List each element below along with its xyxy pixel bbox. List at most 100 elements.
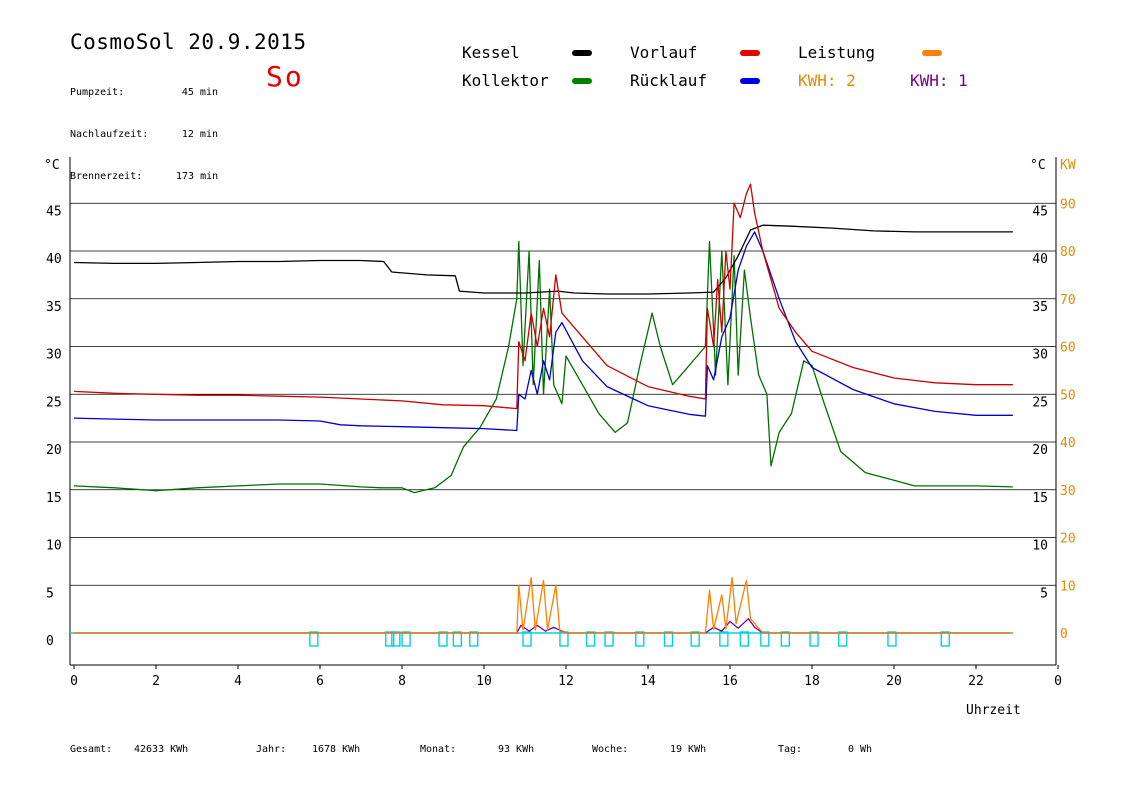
stats-block: Pumpzeit: 45 min Nachlaufzeit: 12 min Bren… xyxy=(70,58,218,198)
series-lines xyxy=(73,183,1013,634)
pump-marker xyxy=(635,631,645,647)
y-tick-left: 0 xyxy=(46,634,54,649)
x-tick-label: 8 xyxy=(398,674,406,689)
y-tick-left: 45 xyxy=(46,204,62,219)
x-tick-label: 4 xyxy=(234,674,242,689)
pump-marker xyxy=(452,631,463,647)
y-tick-kw: 70 xyxy=(1060,293,1076,308)
x-tick-label: 18 xyxy=(804,674,820,689)
pump-marker xyxy=(604,631,614,647)
stat-pumpzeit: Pumpzeit: 45 min xyxy=(70,87,218,98)
series-line-kollektor xyxy=(73,240,1013,494)
footer-tag-value: 0 Wh xyxy=(848,744,873,755)
y-tick-right: 5 xyxy=(1040,586,1048,601)
pump-marker xyxy=(887,631,897,647)
footer-monat-label: Monat: xyxy=(420,744,457,755)
series-line-kessel xyxy=(73,224,1013,295)
y-unit-left: °C xyxy=(44,158,60,173)
pump-marker xyxy=(385,631,395,647)
y-tick-kw: 0 xyxy=(1060,627,1068,642)
footer-jahr-label: Jahr: xyxy=(256,744,287,755)
pump-marker xyxy=(469,631,479,647)
y-tick-right: 20 xyxy=(1032,443,1048,458)
footer-gesamt-value: 42633 KWh xyxy=(134,744,189,755)
y-tick-left: 25 xyxy=(46,395,62,410)
y-tick-kw: 60 xyxy=(1060,341,1076,356)
pump-marker xyxy=(719,631,729,647)
legend-vorlauf-label: Vorlauf xyxy=(630,43,698,62)
weekday-label: So xyxy=(266,60,304,93)
legend-kessel-swatch xyxy=(572,50,592,56)
y-tick-left: 35 xyxy=(46,300,62,315)
x-axis-label: Uhrzeit xyxy=(966,703,1021,718)
x-tick-label: 0 xyxy=(1054,674,1062,689)
pump-marker xyxy=(309,631,319,647)
x-tick-label: 10 xyxy=(476,674,492,689)
chart-title: CosmoSol 20.9.2015 xyxy=(70,30,307,54)
pump-marker xyxy=(809,631,819,647)
x-tick-label: 14 xyxy=(640,674,656,689)
legend-leistung-label: Leistung xyxy=(798,43,876,62)
pump-marker xyxy=(438,631,448,647)
legend-kollektor-label: Kollektor xyxy=(462,71,549,90)
pump-marker xyxy=(663,631,674,647)
y-tick-left: 30 xyxy=(46,348,62,363)
pump-marker xyxy=(838,631,848,647)
pump-marker xyxy=(940,631,950,647)
axes: °C °C KW Uhrzeit xyxy=(44,158,1076,718)
footer-tag-label: Tag: xyxy=(778,744,803,755)
y-tick-left: 40 xyxy=(46,252,62,267)
y-tick-left: 20 xyxy=(46,443,62,458)
legend-leistung-swatch xyxy=(922,50,942,56)
y-tick-right: 25 xyxy=(1032,395,1048,410)
x-tick-label: 12 xyxy=(558,674,574,689)
pump-marker xyxy=(522,631,532,647)
pump-markers xyxy=(70,631,1010,647)
legend-kwh2-label: KWH: 2 xyxy=(798,71,856,90)
footer-woche-value: 19 KWh xyxy=(670,744,707,755)
tick-labels: 0510152025303540455101520253035404501020… xyxy=(46,197,1076,689)
series-line-ruecklauf xyxy=(73,231,1013,432)
y-tick-kw: 50 xyxy=(1060,388,1076,403)
pump-marker xyxy=(780,631,791,647)
y-tick-right: 45 xyxy=(1032,204,1048,219)
footer-woche-label: Woche: xyxy=(592,744,629,755)
x-tick-label: 16 xyxy=(722,674,738,689)
x-tick-label: 2 xyxy=(152,674,160,689)
y-unit-right: °C xyxy=(1030,158,1046,173)
pump-marker xyxy=(559,631,569,647)
x-tick-label: 0 xyxy=(70,674,78,689)
footer-jahr-value: 1678 KWh xyxy=(312,744,361,755)
y-unit-kw: KW xyxy=(1060,158,1076,173)
y-tick-right: 35 xyxy=(1032,300,1048,315)
legend-vorlauf-swatch xyxy=(740,50,760,56)
y-tick-kw: 10 xyxy=(1060,579,1076,594)
legend-kessel-label: Kessel xyxy=(462,43,520,62)
pump-marker xyxy=(401,631,411,647)
pump-marker xyxy=(739,631,750,647)
legend-ruecklauf-label: Rücklauf xyxy=(630,71,708,90)
grid-lines xyxy=(69,157,1059,669)
footer-gesamt-label: Gesamt: xyxy=(70,744,113,755)
y-tick-kw: 90 xyxy=(1060,197,1076,212)
y-tick-kw: 80 xyxy=(1060,245,1076,260)
legend-ruecklauf-swatch xyxy=(740,78,760,84)
x-tick-label: 20 xyxy=(886,674,902,689)
series-line-kwh1 xyxy=(74,618,1013,634)
series-line-leistung xyxy=(74,576,1013,634)
pump-marker xyxy=(585,631,596,647)
x-tick-label: 6 xyxy=(316,674,324,689)
x-tick-label: 22 xyxy=(968,674,984,689)
legend-kollektor-swatch xyxy=(572,78,592,84)
legend-kwh1-label: KWH: 1 xyxy=(910,71,968,90)
stat-brennerzeit: Brennerzeit: 173 min xyxy=(70,171,219,182)
y-tick-left: 10 xyxy=(46,539,62,554)
y-tick-kw: 20 xyxy=(1060,532,1076,547)
y-tick-left: 5 xyxy=(46,586,54,601)
y-tick-kw: 30 xyxy=(1060,484,1076,499)
stat-nachlaufzeit: Nachlaufzeit: 12 min xyxy=(70,129,218,140)
y-tick-right: 10 xyxy=(1032,539,1048,554)
pump-marker xyxy=(690,631,700,647)
footer-monat-value: 93 KWh xyxy=(498,744,535,755)
y-tick-right: 15 xyxy=(1032,491,1048,506)
